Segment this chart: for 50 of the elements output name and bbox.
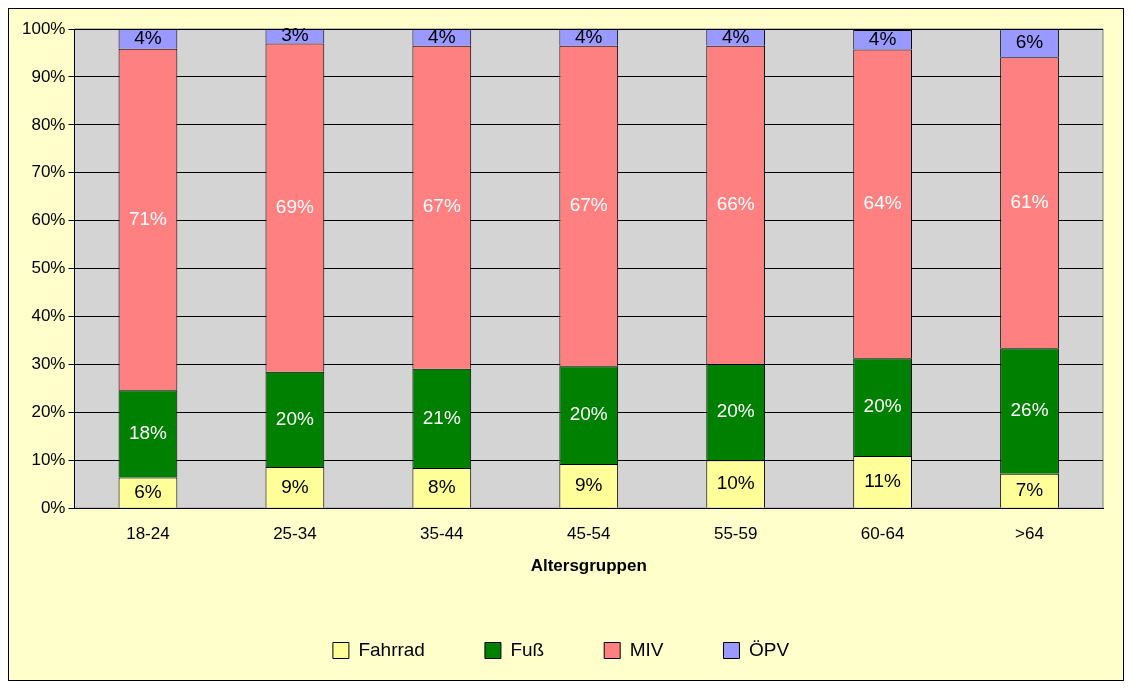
data-label: 6% [134, 480, 162, 502]
x-tick-label: 25-34 [273, 524, 317, 544]
y-tick-label: 80% [31, 114, 66, 134]
x-tick-label: >64 [1015, 524, 1044, 544]
legend-label: Fahrrad [358, 638, 425, 660]
data-label: 20% [716, 400, 755, 422]
data-label: 9% [575, 474, 603, 496]
x-tick-label: 18-24 [126, 524, 170, 544]
data-label: 4% [134, 27, 162, 49]
data-label: 64% [863, 192, 902, 214]
y-tick-label: 90% [31, 66, 66, 86]
data-label: 66% [716, 193, 755, 215]
y-tick-label: 60% [31, 210, 66, 230]
y-tick-label: 0% [40, 497, 66, 517]
data-label: 9% [281, 475, 309, 497]
data-label: 4% [428, 25, 456, 47]
data-label: 4% [575, 25, 603, 47]
x-axis-title: Altersgruppen [530, 556, 647, 576]
legend-label: MIV [629, 638, 664, 660]
data-label: 71% [128, 207, 168, 229]
data-label: 20% [569, 403, 608, 425]
data-label: 6% [1015, 31, 1044, 53]
data-label: 11% [864, 470, 902, 492]
data-label: 20% [275, 407, 314, 429]
data-label: 10% [716, 472, 755, 494]
y-tick-label: 70% [31, 162, 66, 182]
legend-label: ÖPV [748, 638, 790, 660]
y-tick-label: 50% [31, 258, 66, 278]
data-label: 61% [1010, 190, 1049, 212]
data-label: 7% [1015, 478, 1044, 500]
data-label: 26% [1010, 399, 1049, 421]
data-label: 18% [128, 422, 168, 444]
data-label: 8% [428, 476, 456, 498]
data-label: 4% [868, 28, 897, 50]
y-tick-label: 30% [31, 354, 66, 374]
x-tick-label: 45-54 [567, 524, 611, 544]
x-tick-label: 55-59 [713, 524, 758, 544]
x-tick-label: 60-64 [860, 524, 905, 544]
y-tick-label: 10% [31, 449, 66, 469]
data-label: 21% [422, 406, 461, 428]
legend-label: Fuß [510, 638, 545, 660]
x-tick-label: 35-44 [420, 524, 464, 544]
data-label: 67% [422, 195, 461, 217]
data-label: 4% [721, 25, 750, 47]
data-label: 20% [863, 395, 902, 417]
data-label: 69% [275, 195, 314, 217]
y-tick-label: 20% [31, 402, 66, 422]
data-label: 67% [569, 194, 608, 216]
y-tick-label: 100% [22, 18, 66, 38]
y-tick-label: 40% [31, 306, 66, 326]
